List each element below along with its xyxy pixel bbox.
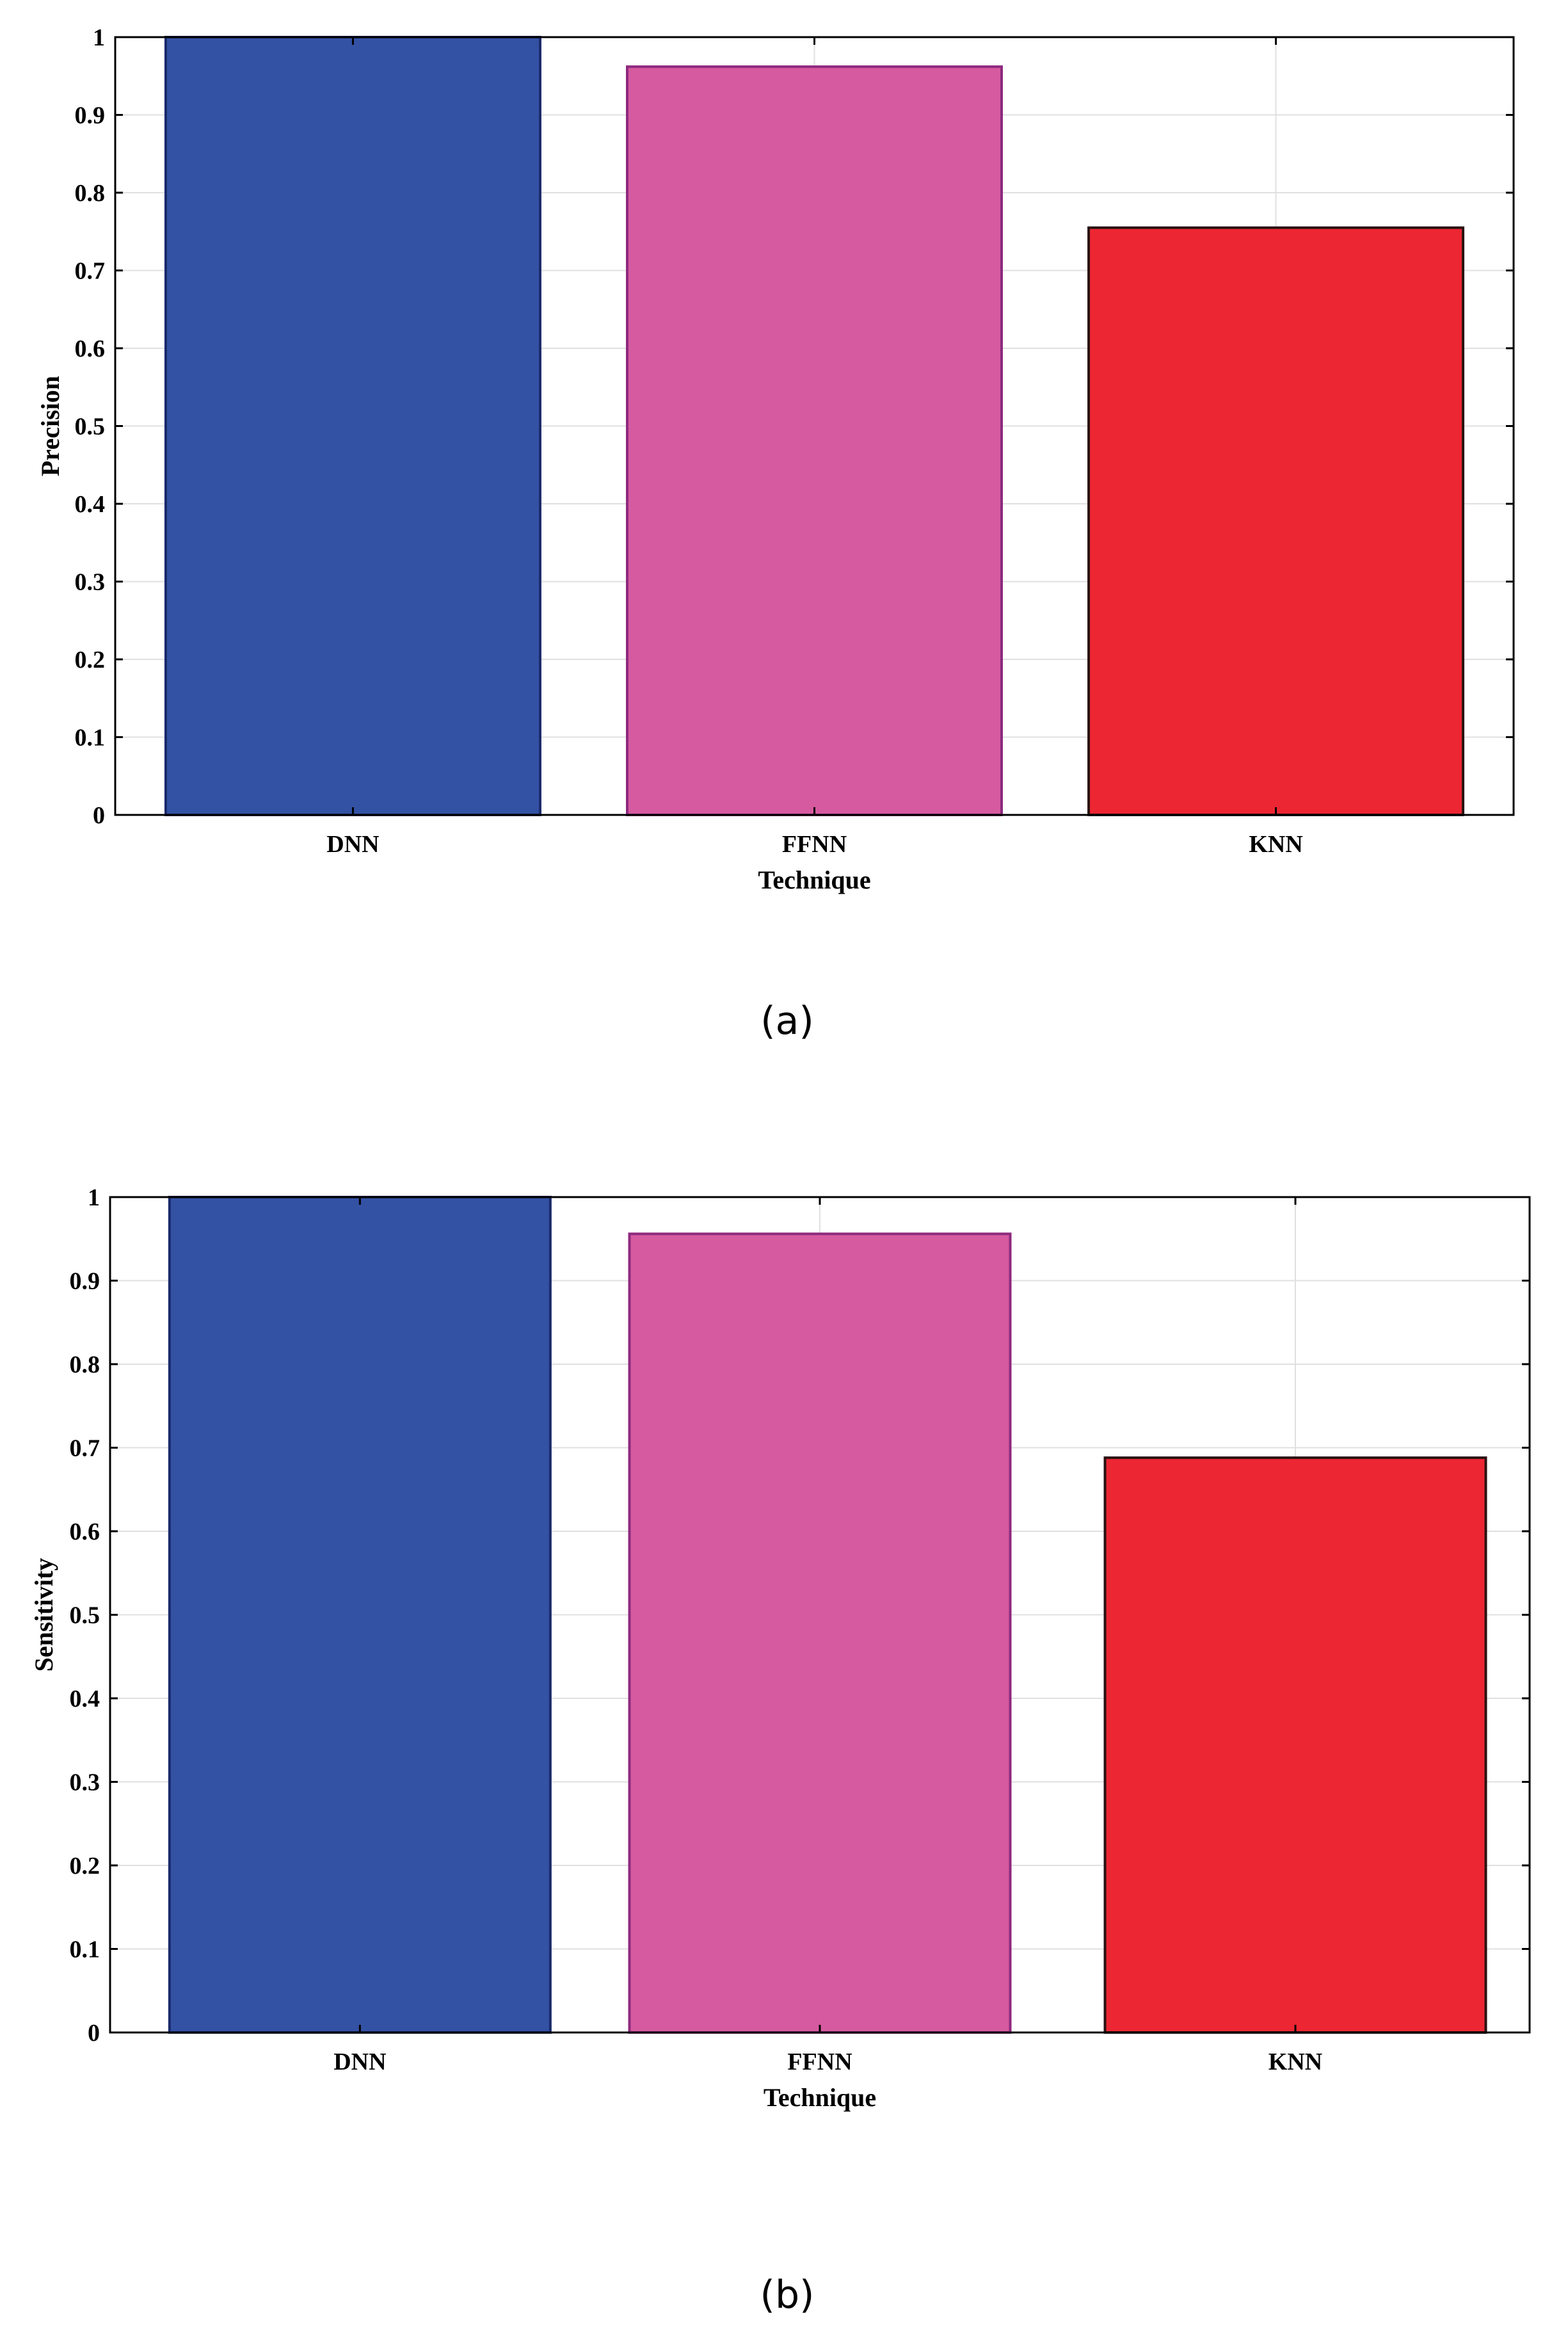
- y-tick-label: 0.1: [70, 1936, 100, 1963]
- y-tick-label: 0.5: [75, 414, 106, 440]
- y-tick-label: 0.2: [75, 647, 106, 673]
- y-tick-label: 0.4: [70, 1686, 100, 1712]
- bar-ffnn: [628, 1232, 1012, 2034]
- y-tick-label: 0.4: [75, 491, 106, 518]
- y-tick-label: 0.8: [75, 180, 106, 207]
- x-axis-title: Technique: [764, 2083, 876, 2112]
- bar-knn: [1103, 1456, 1487, 2034]
- x-tick-label-dnn: DNN: [333, 2048, 386, 2075]
- y-tick-label: 0.6: [75, 335, 106, 362]
- y-tick-label: 0.2: [70, 1853, 100, 1879]
- bar-dnn: [168, 1196, 552, 2034]
- x-axis-title: Technique: [758, 865, 870, 894]
- y-tick-label: 1: [88, 1184, 100, 1211]
- y-tick-label: 1: [93, 24, 105, 51]
- y-axis-title: Precision: [36, 376, 65, 476]
- y-tick-label: 0.1: [75, 725, 106, 752]
- x-tick-label-ffnn: FFNN: [782, 831, 847, 858]
- y-tick-label: 0.3: [70, 1769, 100, 1796]
- caption-a: (a): [760, 999, 814, 1043]
- y-axis-title: Sensitivity: [29, 1558, 58, 1672]
- x-tick-label-knn: KNN: [1249, 831, 1302, 858]
- bar-dnn: [164, 36, 541, 816]
- y-tick-label: 0.5: [70, 1602, 100, 1629]
- bar-ffnn: [626, 65, 1003, 816]
- y-tick-label: 0.7: [75, 258, 106, 285]
- y-tick-label: 0: [88, 2020, 100, 2047]
- y-tick-label: 0.3: [75, 569, 106, 596]
- caption-b: (b): [760, 2273, 815, 2317]
- y-tick-label: 0.6: [70, 1518, 100, 1545]
- x-tick-label-dnn: DNN: [326, 831, 379, 858]
- precision-chart-panel: 0 0.1 0.2 0.3 0.4 0.5 0.6 0.7 0.8 0.9 1 DNN FFNN KNN T…: [0, 0, 1568, 1088]
- y-tick-label: 0.9: [70, 1268, 100, 1295]
- y-tick-label: 0.7: [70, 1435, 100, 1462]
- precision-bar-chart: 0 0.1 0.2 0.3 0.4 0.5 0.6 0.7 0.8 0.9 1 DNN FFNN KNN T…: [36, 24, 1515, 894]
- bar-knn: [1087, 226, 1465, 816]
- sensitivity-bar-chart: 0 0.1 0.2 0.3 0.4 0.5 0.6 0.7 0.8 0.9 1 DNN FFNN KNN T…: [29, 1184, 1531, 2112]
- x-tick-label-knn: KNN: [1268, 2048, 1322, 2075]
- x-tick-label-ffnn: FFNN: [787, 2048, 852, 2075]
- y-tick-label: 0.8: [70, 1351, 100, 1378]
- y-tick-label: 0.9: [75, 102, 106, 129]
- y-tick-label: 0: [93, 802, 105, 829]
- sensitivity-chart-panel: 0 0.1 0.2 0.3 0.4 0.5 0.6 0.7 0.8 0.9 1 DNN FFNN KNN T…: [0, 1152, 1568, 2350]
